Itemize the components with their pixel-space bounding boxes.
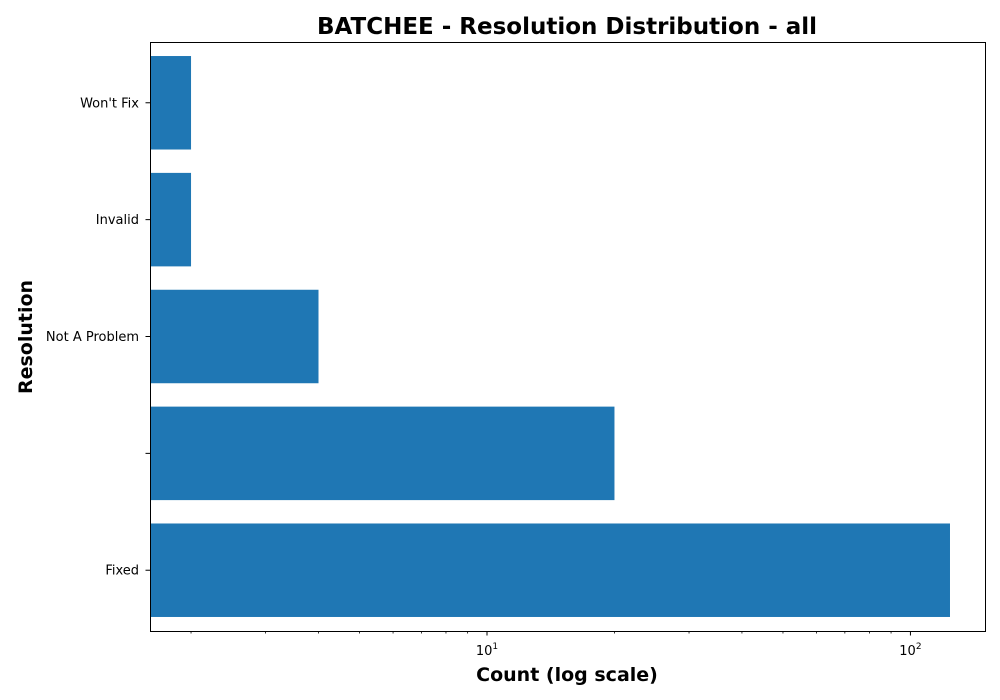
bar-2 [150, 289, 319, 384]
chart-title: BATCHEE - Resolution Distribution - all [317, 14, 817, 40]
y-tick-label-4: Won't Fix [80, 96, 139, 111]
y-tick-label-2: Not A Problem [46, 330, 139, 345]
bar-1 [150, 406, 615, 501]
y-axis-label: Resolution [15, 280, 37, 394]
plot-frame [150, 42, 986, 632]
bars-group [150, 56, 950, 617]
x-axis-label: Count (log scale) [476, 664, 658, 686]
y-ticks-group: Fixed Not A Problem Invalid Won't Fix [46, 96, 150, 579]
x-ticks-group: 101 102 [190, 631, 922, 659]
x-tick-label-1: 102 [899, 642, 921, 659]
bar-0 [150, 523, 950, 617]
bar-4 [150, 56, 192, 150]
y-tick-label-0: Fixed [105, 564, 139, 579]
bar-3 [150, 172, 192, 267]
x-tick-label-0: 101 [476, 642, 498, 659]
y-tick-label-3: Invalid [96, 213, 139, 228]
